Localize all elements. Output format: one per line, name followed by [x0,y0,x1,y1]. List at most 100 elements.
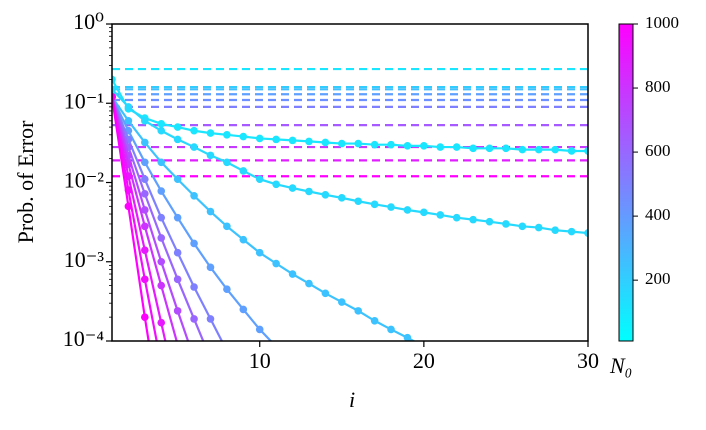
marker [141,222,149,231]
marker [141,246,149,254]
marker [337,298,346,306]
marker [321,289,330,298]
marker [157,361,165,369]
marker [567,227,576,236]
marker [354,139,363,148]
y-axis-label: Prob. of Error [13,120,38,243]
marker [157,416,165,424]
marker [157,187,166,195]
y-tick-label: 10⁻³ [64,247,105,272]
marker [485,144,494,153]
marker [223,158,231,167]
marker [354,197,363,206]
marker [518,222,527,231]
marker [141,138,149,147]
marker [190,191,198,200]
marker [255,248,264,257]
marker [157,158,166,167]
marker [551,145,559,154]
marker [190,315,198,323]
marker [255,325,264,334]
marker [370,316,379,325]
marker [157,234,166,242]
y-tick-label: 10⁻¹ [64,88,104,113]
marker [255,175,264,184]
marker [485,217,494,226]
marker [124,202,133,211]
marker [239,235,248,244]
marker [436,211,445,219]
marker [420,208,428,217]
colorbar-tick-label: 400 [645,205,671,224]
marker [112,75,116,84]
marker [223,285,231,294]
marker [141,117,149,125]
marker [190,126,198,135]
marker [223,130,231,139]
solid-line [112,96,150,341]
marker [173,275,182,284]
marker [436,143,445,151]
marker [387,203,395,211]
marker [452,143,461,151]
marker [206,207,215,216]
marker [305,279,313,288]
marker [206,315,215,323]
colorbar-tick-label: 200 [645,269,671,288]
x-tick-label: 20 [413,348,435,373]
colorbar [618,23,634,342]
marker [141,313,149,321]
colorbar-tick-label: 800 [645,77,671,96]
marker [190,239,198,248]
marker [190,355,198,363]
marker [157,318,166,327]
marker [141,190,149,198]
marker [305,137,313,146]
marker [124,117,133,125]
marker [157,213,166,222]
solid-line [112,96,158,341]
marker [387,325,395,334]
marker [534,223,543,232]
marker [141,158,149,167]
marker [370,200,379,209]
marker [272,259,280,268]
marker [206,129,215,137]
marker [239,132,248,141]
marker [354,307,363,315]
marker [403,333,412,341]
marker [387,140,395,149]
marker [272,180,280,189]
marker [190,143,198,151]
marker [420,142,428,150]
marker [173,135,182,144]
marker [288,184,297,192]
marker [403,142,412,150]
marker [157,257,166,266]
marker [288,136,297,145]
marker [176,340,179,341]
marker [173,307,182,315]
marker [337,139,346,148]
marker [157,120,166,128]
marker [173,123,182,131]
marker [112,85,116,94]
marker [173,175,182,184]
marker [207,355,215,363]
marker [288,270,297,278]
colorbar-label: N₀ [609,353,632,378]
marker [272,343,280,351]
solid-line [112,96,190,341]
marker [272,135,280,144]
marker [173,248,182,257]
marker [567,147,576,155]
marker [584,147,588,155]
marker [370,140,379,149]
marker [174,393,182,401]
x-axis-label: i [349,387,355,412]
marker [239,167,248,175]
marker [584,229,588,237]
colorbar-tick-label: 1000 [645,13,679,32]
y-tick-label: 10⁻⁴ [63,326,105,351]
marker [305,187,313,196]
